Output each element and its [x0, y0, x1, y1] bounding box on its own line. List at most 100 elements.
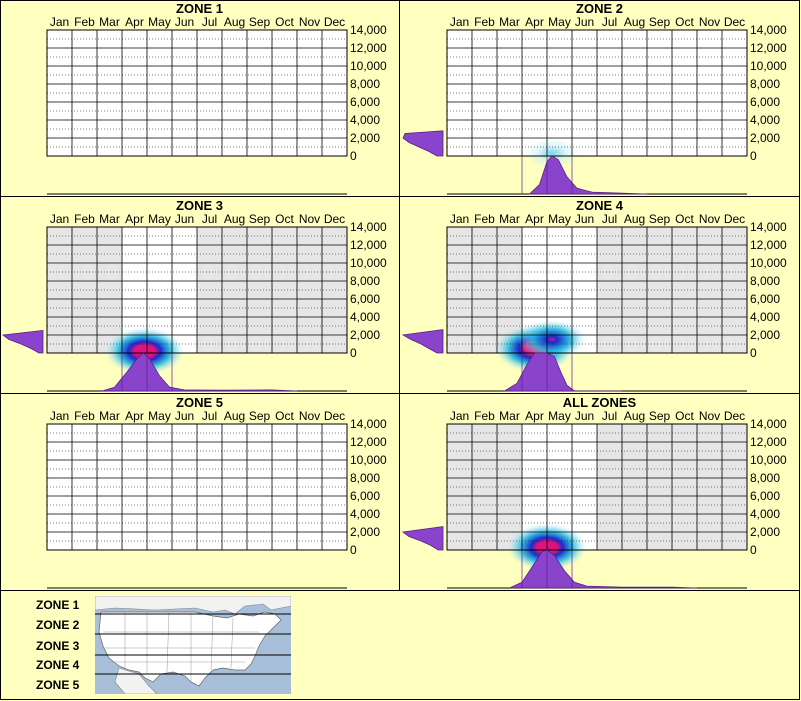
panel-title: ZONE 5	[176, 395, 223, 410]
month-label: Dec	[324, 15, 345, 29]
y-tick-label: 10,000	[350, 453, 387, 467]
plot-border	[46, 226, 348, 354]
shaded-month	[722, 227, 747, 353]
month-label: Oct	[275, 212, 294, 226]
month-label: Aug	[624, 212, 645, 226]
month-label: Jul	[602, 409, 617, 423]
shaded-month	[647, 227, 672, 353]
zone-map	[95, 596, 291, 694]
y-tick-label: 8,000	[750, 471, 780, 485]
month-label: Oct	[675, 409, 694, 423]
y-tick-label: 14,000	[350, 220, 387, 234]
month-label: Jun	[575, 409, 594, 423]
map-state-lines	[101, 611, 259, 682]
month-label: Sep	[649, 409, 671, 423]
y-tick-label: 12,000	[750, 238, 787, 252]
y-tick-label: 0	[750, 149, 757, 163]
legend-zone-5: ZONE 5	[36, 678, 80, 692]
month-label: Jul	[202, 212, 217, 226]
month-label: Nov	[299, 212, 320, 226]
zone-panel: ZONE 5 Jan Feb Mar Apr May Jun Jul Aug Sep Oct Nov D…	[0, 394, 400, 591]
month-label: Jul	[602, 15, 617, 29]
month-label: Apr	[125, 212, 144, 226]
y-tick-label: 4,000	[350, 507, 380, 521]
month-label: Nov	[699, 409, 720, 423]
month-label: Jul	[602, 212, 617, 226]
y-tick-label: 6,000	[750, 489, 780, 503]
y-tick-label: 4,000	[750, 310, 780, 324]
month-label: Jun	[175, 212, 194, 226]
zone-panel: ALL ZONES Jan Feb Mar Apr May Jun Jul Aug Sep Oct N…	[400, 394, 800, 591]
zone-panel: ZONE 3 Jan Feb Mar Apr May Jun Jul Aug Sep Oct Nov D…	[0, 197, 400, 394]
month-label: Sep	[649, 15, 671, 29]
month-label: May	[148, 15, 171, 29]
y-tick-label: 2,000	[350, 131, 380, 145]
zone-panel: ZONE 1 Jan Feb Mar Apr May Jun Jul Aug Sep Oct Nov D…	[0, 0, 400, 197]
month-label: Sep	[249, 212, 271, 226]
month-label: Mar	[99, 212, 120, 226]
month-label: May	[148, 212, 171, 226]
shaded-month	[322, 227, 347, 353]
y-tick-label: 12,000	[350, 435, 387, 449]
month-label: Jun	[175, 409, 194, 423]
zone-legend: ZONE 1 ZONE 2 ZONE 3 ZONE 4 ZONE 5	[0, 590, 800, 700]
elevation-profile	[402, 130, 444, 157]
elevation-profile	[401, 526, 444, 551]
y-tick-label: 0	[350, 149, 357, 163]
month-label: Sep	[249, 409, 271, 423]
y-tick-label: 2,000	[750, 328, 780, 342]
y-tick-label: 12,000	[350, 238, 387, 252]
shaded-month	[247, 227, 272, 353]
heat-hotspot	[518, 319, 586, 360]
month-label: Nov	[699, 15, 720, 29]
shaded-month	[297, 227, 322, 353]
y-tick-label: 10,000	[750, 453, 787, 467]
legend-zone-1: ZONE 1	[36, 598, 80, 612]
month-label: May	[548, 409, 571, 423]
panel-title: ZONE 2	[576, 1, 623, 16]
y-tick-label: 4,000	[350, 310, 380, 324]
y-tick-label: 4,000	[350, 113, 380, 127]
month-label: Feb	[474, 409, 495, 423]
shaded-month	[647, 424, 672, 550]
y-tick-label: 14,000	[350, 23, 387, 37]
legend-zone-4: ZONE 4	[36, 658, 80, 672]
shaded-month	[472, 424, 497, 550]
month-label: Apr	[525, 409, 544, 423]
y-tick-label: 14,000	[750, 23, 787, 37]
shaded-month	[222, 227, 247, 353]
month-label: Sep	[249, 15, 271, 29]
y-tick-label: 2,000	[350, 328, 380, 342]
month-label: Aug	[224, 409, 245, 423]
shaded-month	[622, 424, 647, 550]
month-label: Jan	[50, 15, 69, 29]
y-tick-label: 14,000	[750, 417, 787, 431]
month-label: Aug	[224, 15, 245, 29]
month-label: Mar	[499, 409, 520, 423]
y-tick-label: 8,000	[750, 77, 780, 91]
month-label: Mar	[99, 409, 120, 423]
month-label: Jul	[202, 15, 217, 29]
month-label: Mar	[99, 15, 120, 29]
heat-hotspot	[104, 327, 185, 376]
y-tick-label: 0	[350, 346, 357, 360]
map-canada-land	[95, 596, 291, 615]
y-tick-label: 6,000	[750, 292, 780, 306]
shaded-month	[72, 227, 97, 353]
plot-border	[46, 29, 348, 157]
month-label: Apr	[125, 15, 144, 29]
month-label: Oct	[675, 212, 694, 226]
y-tick-label: 8,000	[350, 274, 380, 288]
y-tick-label: 8,000	[350, 77, 380, 91]
month-label: Oct	[275, 409, 294, 423]
plot-border	[446, 226, 748, 354]
shaded-month	[697, 424, 722, 550]
month-label: Apr	[125, 409, 144, 423]
month-label: Mar	[499, 15, 520, 29]
y-tick-label: 0	[750, 346, 757, 360]
y-tick-label: 0	[350, 543, 357, 557]
panel-title: ALL ZONES	[562, 395, 637, 410]
shaded-month	[722, 424, 747, 550]
month-label: Aug	[624, 15, 645, 29]
zone-panel: ZONE 2 Jan Feb Mar Apr May Jun Jul Aug Sep Oct Nov D…	[400, 0, 800, 197]
